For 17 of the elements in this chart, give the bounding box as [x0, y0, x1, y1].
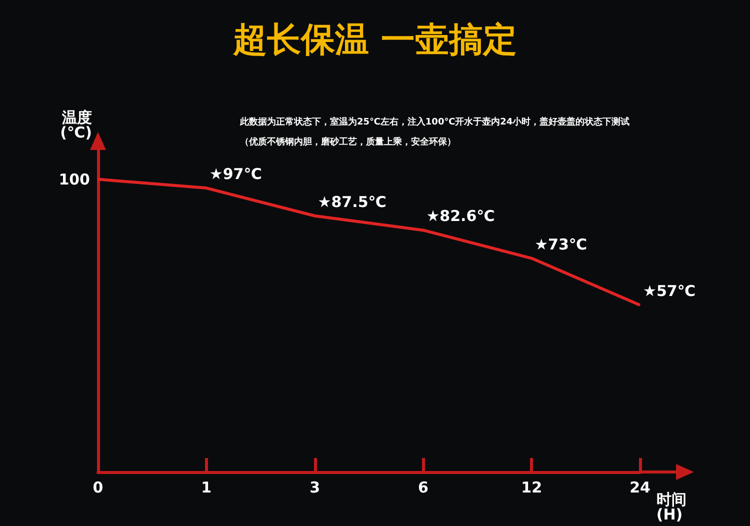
x-axis-title: 时间 (H)	[656, 490, 686, 524]
y-axis-title: 温度 (℃)	[60, 108, 92, 142]
data-label: ★82.6℃	[426, 207, 495, 226]
data-label: ★57℃	[643, 282, 696, 300]
x-tick-label: 6	[418, 478, 428, 496]
annotation: 100	[58, 170, 90, 188]
data-label: ★73℃	[534, 235, 588, 254]
x-tick-label: 3	[310, 478, 320, 496]
data-label: ★87.5℃	[318, 192, 386, 211]
text: 此数据为正常状态下，室温为25℃左右，注入100℃开水于壶内24小时，盖好壶盖的状态下测试	[239, 116, 630, 128]
x-tick-label: 0	[92, 478, 104, 496]
text: （优质不锈钢内胆，磨砂工艺，质量上乘，安全环保）	[240, 136, 456, 148]
chart-title: 超长保温 一壶搞定	[232, 20, 517, 60]
data-label: ★97℃	[209, 165, 262, 184]
x-tick-label: 12	[521, 478, 542, 496]
x-tick-label: 1	[201, 478, 212, 496]
x-tick-label: 24	[630, 478, 650, 496]
